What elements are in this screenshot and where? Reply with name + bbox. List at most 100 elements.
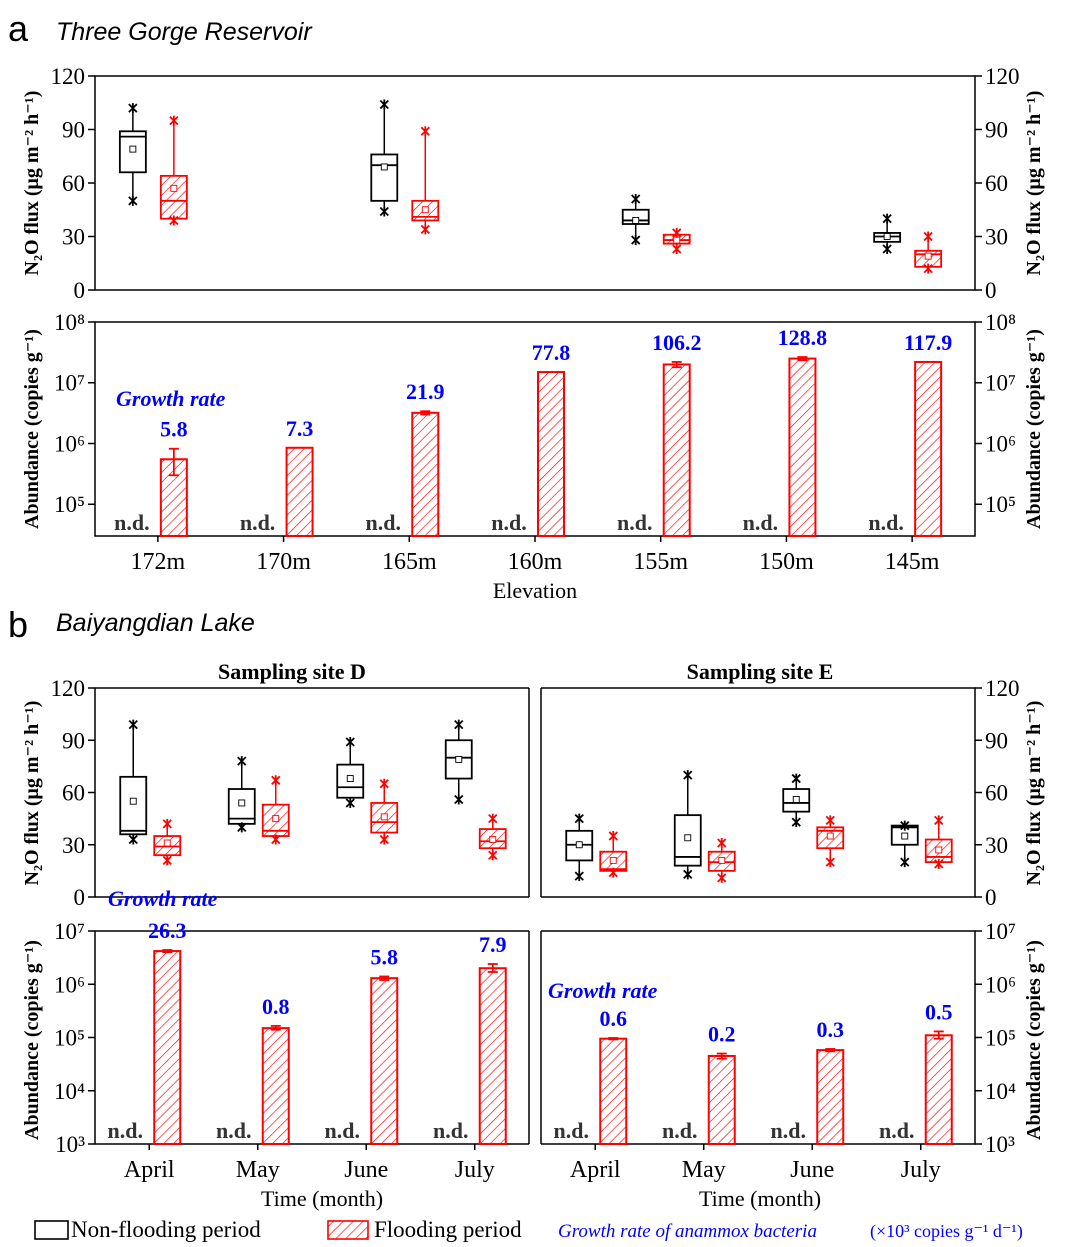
b-flux-E-box-flood-April-max-marker [608,831,618,842]
b-abundance-gap [529,929,541,1146]
b-abundance-E-growth-rate-May: 0.2 [708,1022,736,1047]
a-flux-ytick-label-left: 0 [74,278,86,303]
a-flux-box-flood-165m-max-marker [420,126,430,137]
b-flux-D-box-nonflood-April [119,775,148,836]
b-flux-E-box-nonflood-July-max-marker [900,820,910,831]
b-abundance-E-xtick-label-April: April [570,1157,621,1183]
b-flux-E-box-nonflood-May-min-marker [683,869,693,880]
legend-non-flooding-label: Non-flooding period [71,1217,261,1242]
b-abundance-ytick-label-left: 10⁶ [54,972,85,997]
b-flux-E-box-flood-July-mean [935,846,943,854]
b-flux-D-title: Sampling site D [218,659,366,684]
b-flux-D-box-nonflood-June-max-marker [345,736,355,747]
a-flux-box-flood-145m-max-marker [923,231,933,242]
b-abundance-D-nd-label-April: n.d. [108,1118,143,1143]
b-abundance-D-growth-label: Growth rate [108,886,218,911]
a-abundance-xtick-label-170m: 170m [256,549,311,575]
a-abundance-growth-label: Growth rate [116,386,226,411]
a-flux-box-flood-155m-mean [673,236,681,244]
b-abundance-ytick-label-right: 10⁷ [985,919,1016,944]
b-flux-D-box-nonflood-July-min-marker [454,794,464,805]
b-flux-E-box-flood-June-max-marker [825,815,835,826]
a-flux-ytick-label-right: 30 [985,225,1008,250]
a-abundance-nd-label-150m: n.d. [743,510,778,535]
b-flux-D-box-nonflood-June-min-marker [345,797,355,808]
b-abundance-D-nd-label-July: n.d. [433,1118,468,1143]
b-flux-D-box-nonflood-June-mean [346,775,354,783]
b-flux-ytick-label-left: 90 [62,728,85,753]
b-abundance-ytick-label-left: 10³ [55,1132,85,1157]
b-flux-D-box-nonflood-May-max-marker [237,756,247,767]
b-flux-E-box-flood-July-max-marker [934,815,944,826]
b-flux-ytick-label-right: 60 [985,781,1008,806]
b-flux-D-box-nonflood-April-min-marker [128,834,138,845]
a-abundance-ytick-label-right: 10⁷ [985,371,1016,396]
b-flux-D-box-nonflood-April-max-marker [128,719,138,730]
b-flux-E-box-nonflood-June-min-marker [791,817,801,828]
panel-a-title: Three Gorge Reservoir [56,18,313,46]
a-abundance-bar-160m [537,371,565,537]
b-flux-ytick-label-left: 120 [51,676,86,701]
b-abundance-D-bar-April [153,950,182,1145]
a-flux-box-flood-172m-max-marker [169,115,179,126]
a-flux-box-flood-172m-min-marker [169,215,179,226]
a-flux-box-flood-165m-mean [421,206,429,214]
a-flux-ytick-label-left: 120 [51,64,86,89]
a-flux-box-nonflood-155m-min-marker [631,235,641,246]
a-flux-box-nonflood-145m-max-marker [882,213,892,224]
b-flux-D-box-flood-June-mean [380,813,388,821]
b-flux-D-box-flood-April-min-marker [162,855,172,866]
a-flux-box-nonflood-145m-min-marker [882,243,892,254]
b-abundance-D-growth-rate-June: 5.8 [371,944,399,969]
b-flux-E-box-flood-May-min-marker [717,872,727,883]
b-abundance-D-bar-July [478,967,507,1145]
b-flux-ytick-label-right: 120 [985,676,1020,701]
a-abundance-ytick-label-right: 10⁸ [985,310,1016,335]
a-abundance-growth-rate-160m: 77.8 [532,340,571,365]
a-flux-box-flood-172m-mean [170,184,178,192]
b-abundance-E-growth-label: Growth rate [548,978,658,1003]
a-abundance-growth-rate-170m: 7.3 [286,416,314,441]
b-abundance-E-xtick-label-July: July [901,1157,941,1183]
a-abundance-bar-150m [788,357,817,537]
b-abundance-ytick-label-right: 10⁵ [985,1026,1016,1051]
b-flux-E-box-nonflood-June-max-marker [791,773,801,784]
a-flux-frame [94,75,976,291]
a-flux-box-flood-145m-mean [924,252,932,260]
panel-a-letter: a [8,8,29,49]
a-flux-ylabel-left: N₂O flux (μg m⁻² h⁻¹) [21,91,43,276]
b-abundance-E-nd-label-April: n.d. [554,1118,589,1143]
legend-growth-label: Growth rate of anammox bacteria [558,1221,817,1242]
a-abundance-ytick-label-left: 10⁵ [54,492,85,517]
a-abundance-ylabel-left: Abundance (copies g⁻¹) [21,329,43,529]
a-flux-box-nonflood-172m-max-marker [128,103,138,114]
b-abundance-E-nd-label-May: n.d. [662,1118,697,1143]
b-flux-E-box-nonflood-June-mean [792,796,800,803]
b-flux-D-box-flood-July-mean [489,836,497,843]
b-abundance-D-xtick-label-June: June [344,1157,388,1183]
a-abundance-nd-label-155m: n.d. [617,510,652,535]
b-abundance-ylabel-left: Abundance (copies g⁻¹) [21,940,43,1140]
a-abundance-xtick-label-160m: 160m [508,549,563,575]
b-flux-ytick-label-right: 90 [985,728,1008,753]
legend-flooding-label: Flooding period [374,1217,522,1242]
a-abundance-xtick-label-165m: 165m [382,549,437,575]
b-abundance-D-bar-May [261,1027,290,1146]
b-flux-D-box-flood-June-min-marker [379,834,389,845]
a-flux-box-nonflood-172m-min-marker [128,195,138,206]
a-flux-box-flood-172m [159,174,188,220]
b-abundance-D-xtick-label-May: May [236,1157,280,1183]
b-abundance-ytick-label-left: 10⁷ [54,919,85,944]
b-flux-E-box-flood-June-mean [826,832,834,840]
legend: Non-flooding period Flooding period Grow… [34,1217,1023,1242]
b-flux-D-box-nonflood-April-mean [129,797,137,805]
a-abundance-nd-label-145m: n.d. [868,510,903,535]
a-flux-box-nonflood-155m-mean [632,216,640,224]
a-flux-box-nonflood-155m-max-marker [631,194,641,205]
b-flux-E-box-flood-May-max-marker [717,838,727,849]
a-flux-ytick-label-right: 90 [985,118,1008,143]
a-abundance-xtick-label-172m: 172m [131,549,186,575]
b-flux-D-box-flood-May-min-marker [271,834,281,845]
b-abundance-ytick-label-right: 10⁶ [985,972,1016,997]
